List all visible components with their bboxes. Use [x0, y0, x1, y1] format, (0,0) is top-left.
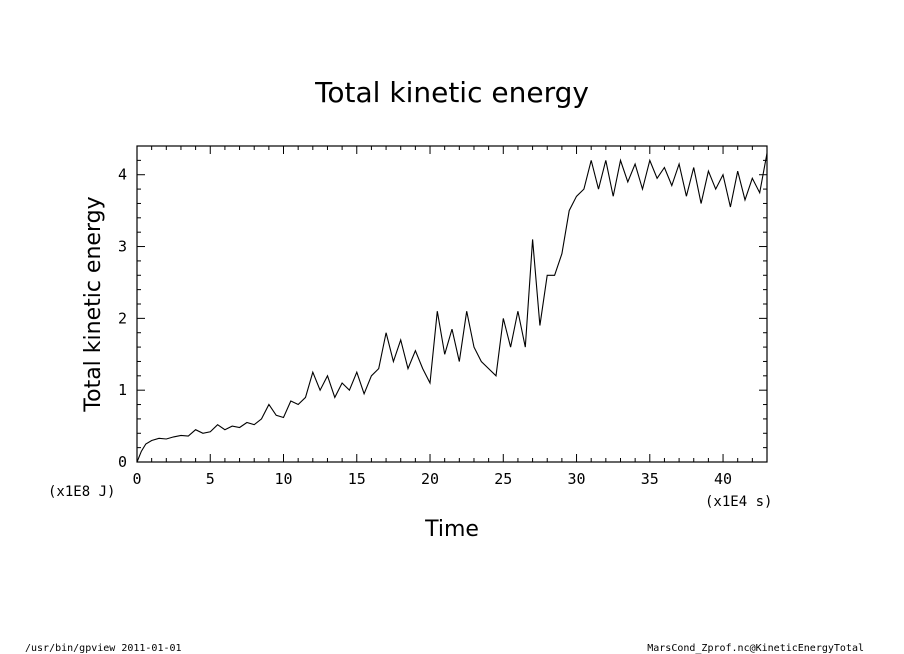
x-tick-label: 20 [421, 470, 439, 488]
plot-frame [136, 145, 768, 463]
x-tick-label: 15 [348, 470, 366, 488]
axis-ticks [136, 145, 768, 463]
series-line [136, 153, 768, 463]
y-tick-label: 4 [118, 166, 127, 184]
x-tick-label: 25 [494, 470, 512, 488]
y-axis-label: Total kinetic energy [81, 196, 106, 412]
x-tick-label: 40 [714, 470, 732, 488]
x-tick-label: 10 [274, 470, 292, 488]
footer-right: MarsCond_Zprof.nc@KineticEnergyTotal [647, 643, 864, 654]
x-tick-label: 30 [568, 470, 586, 488]
y-unit-label: (x1E8 J) [48, 484, 115, 500]
y-tick-label: 0 [118, 453, 127, 471]
x-unit-label: (x1E4 s) [705, 494, 772, 510]
x-tick-label: 5 [206, 470, 215, 488]
x-axis-label: Time [424, 517, 479, 542]
x-tick-label: 35 [641, 470, 659, 488]
x-tick-label: 0 [132, 470, 141, 488]
y-tick-label: 1 [118, 381, 127, 399]
y-tick-label: 2 [118, 309, 127, 327]
y-tick-label: 3 [118, 238, 127, 256]
plot-area [136, 145, 768, 463]
chart-title: Total kinetic energy [314, 76, 589, 109]
footer-left: /usr/bin/gpview 2011-01-01 [25, 643, 182, 654]
axis-tick-labels: 0 5 10 15 20 25 30 35 40 0 1 2 3 4 [118, 166, 732, 488]
